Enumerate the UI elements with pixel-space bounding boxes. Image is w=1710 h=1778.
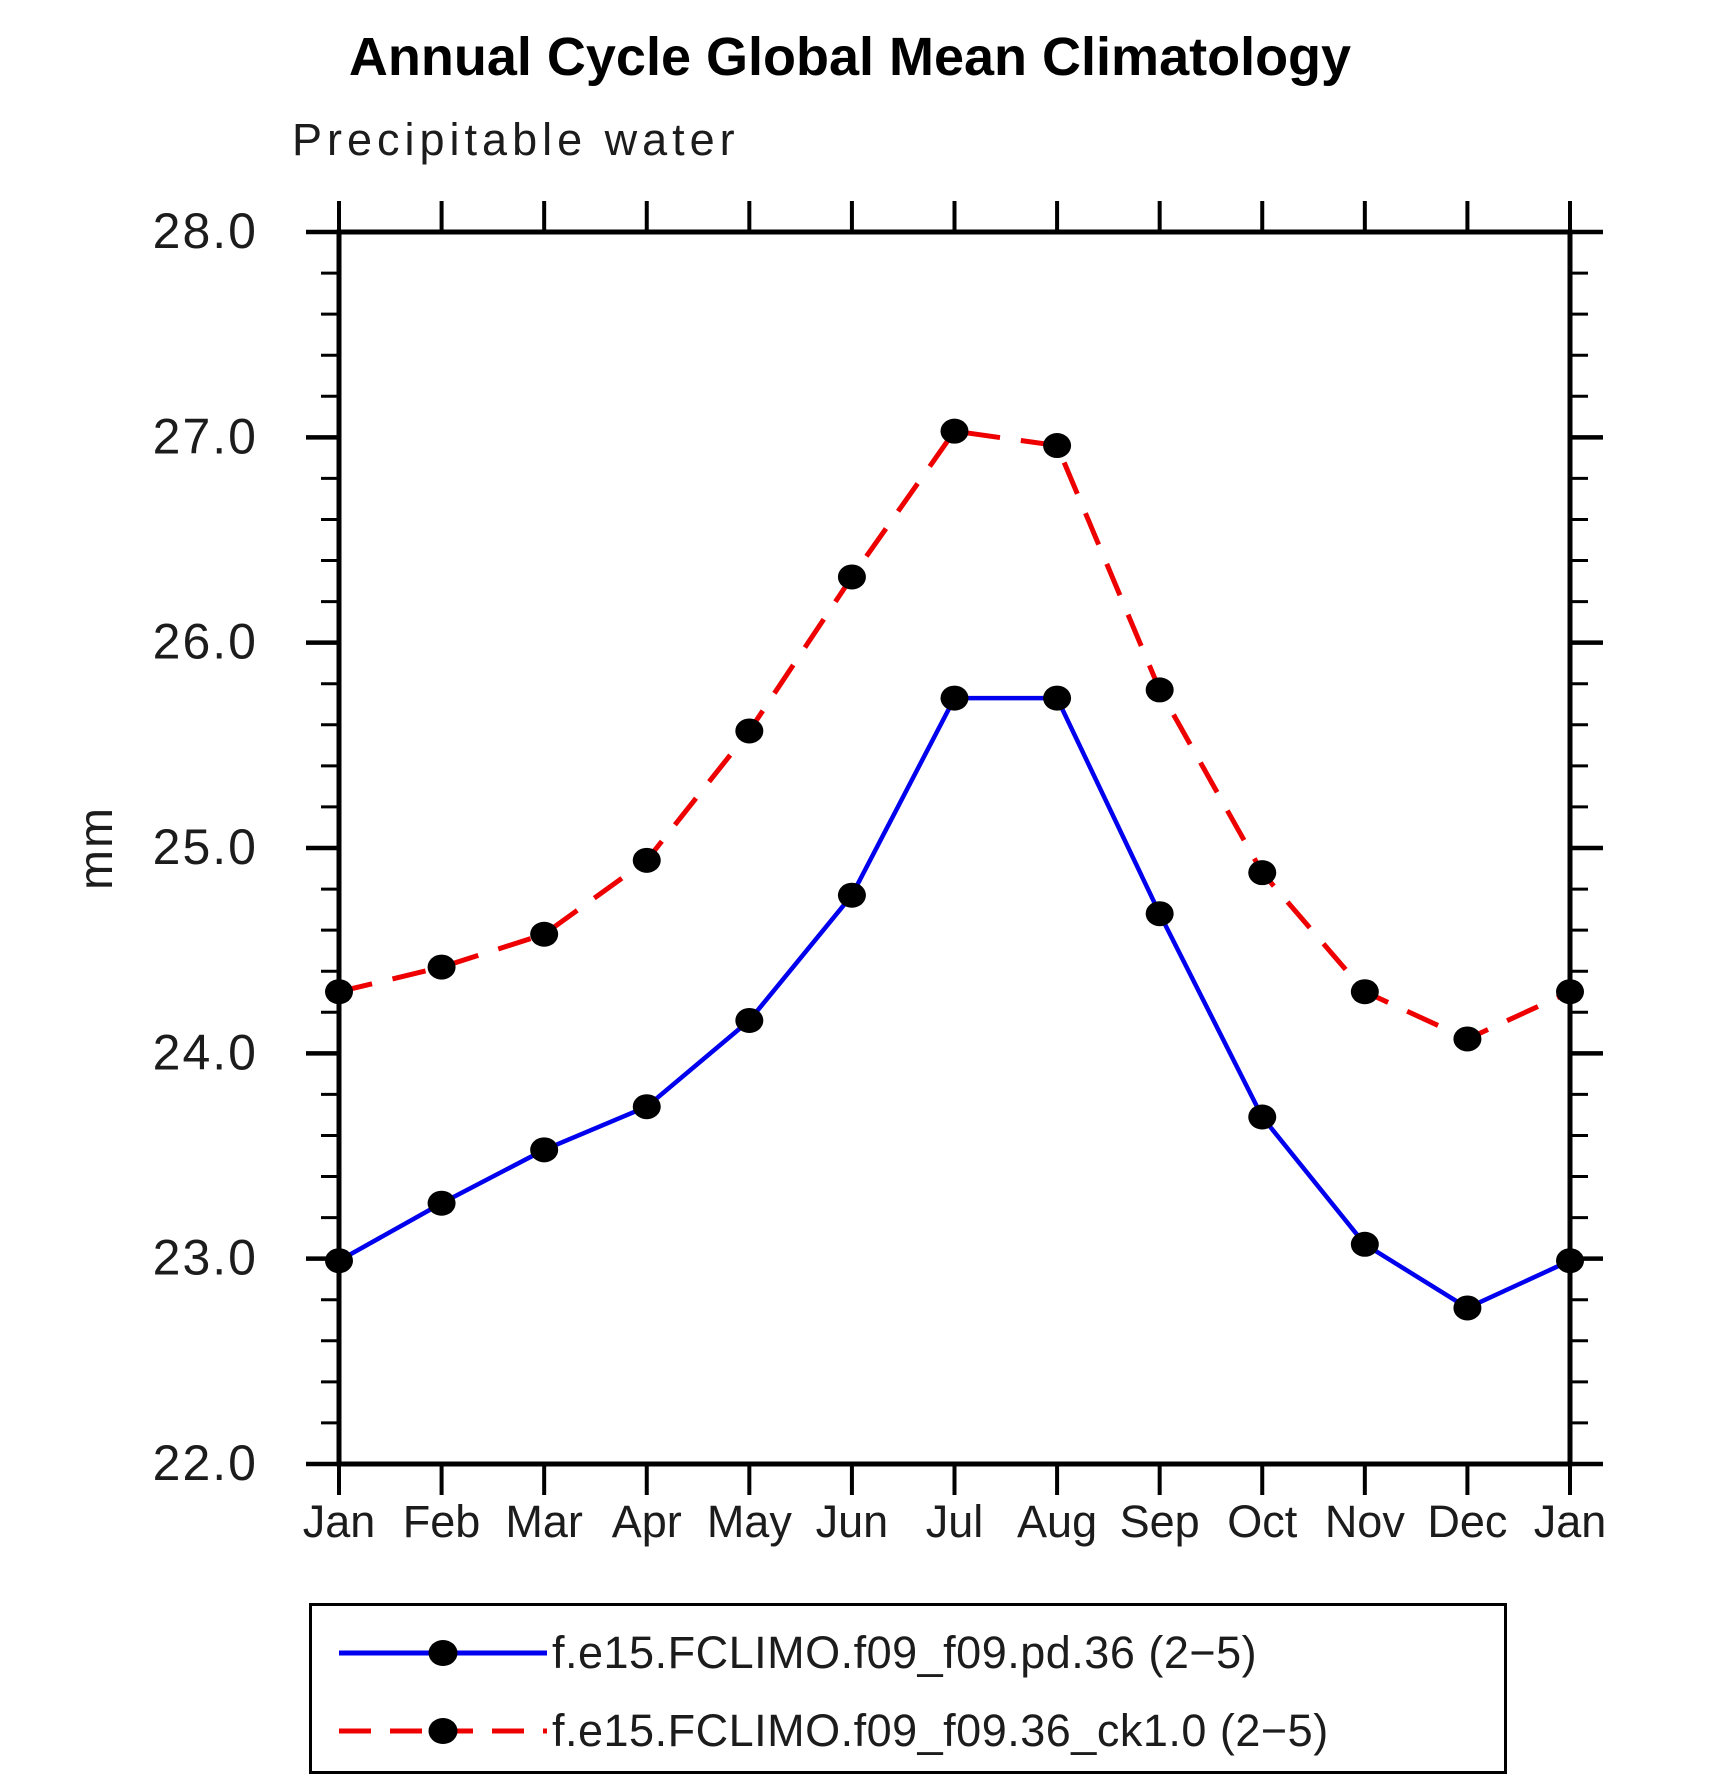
data-point-marker-s1-Jan <box>1556 979 1584 1005</box>
y-tick-label: 25.0 <box>153 819 258 875</box>
data-point-marker-s0-Sep <box>1145 901 1174 927</box>
data-point-marker-s0-Dec <box>1453 1295 1482 1321</box>
x-tick-label: Jul <box>926 1496 984 1547</box>
data-point-marker-s1-Jun <box>837 564 866 590</box>
data-point-marker-s1-Aug <box>1043 433 1072 459</box>
data-point-marker-s1-Mar <box>530 921 559 947</box>
legend-swatch-solid-line <box>339 1640 547 1666</box>
x-tick-label: Jun <box>816 1496 889 1547</box>
legend-item-series-0: f.e15.FCLIMO.f09_f09.pd.36 (2−5) <box>312 1614 1504 1692</box>
data-point-marker-s1-Oct <box>1248 860 1277 886</box>
chart-title: Annual Cycle Global Mean Climatology <box>348 27 1352 87</box>
legend-marker-dot <box>428 1718 458 1744</box>
x-tick-label: Jan <box>1534 1496 1607 1547</box>
y-axis-title: mm <box>70 806 123 890</box>
x-tick-label: Dec <box>1427 1496 1507 1547</box>
data-point-marker-s0-Aug <box>1043 685 1072 711</box>
data-point-marker-s1-Feb <box>427 954 456 980</box>
data-point-marker-s0-Mar <box>530 1137 559 1163</box>
data-point-marker-s1-Dec <box>1453 1026 1482 1052</box>
y-tick-label: 22.0 <box>153 1435 258 1491</box>
legend-marker-dot <box>428 1640 458 1666</box>
data-point-marker-s0-May <box>735 1007 764 1033</box>
x-tick-label: Feb <box>403 1496 481 1547</box>
y-tick-label: 28.0 <box>153 203 258 259</box>
legend-swatch-dashed-line <box>339 1718 547 1744</box>
y-tick-label: 24.0 <box>153 1024 258 1080</box>
data-point-marker-s0-Oct <box>1248 1104 1277 1130</box>
x-tick-label: Aug <box>1017 1496 1097 1547</box>
plot-frame <box>336 229 1573 1467</box>
x-tick-label: Apr <box>612 1496 682 1547</box>
data-point-marker-s0-Nov <box>1350 1231 1379 1257</box>
legend-item-series-1: f.e15.FCLIMO.f09_f09.36_ck1.0 (2−5) <box>312 1692 1504 1770</box>
x-tick-label: Mar <box>505 1496 583 1547</box>
x-tick-label: Sep <box>1120 1496 1200 1547</box>
data-point-marker-s1-Sep <box>1145 677 1174 703</box>
data-point-marker-s1-May <box>735 718 764 744</box>
x-tick-label: Oct <box>1227 1496 1298 1547</box>
data-point-marker-s0-Jan <box>325 1248 353 1274</box>
data-point-marker-s1-Apr <box>632 847 661 873</box>
x-tick-label: Nov <box>1325 1496 1406 1547</box>
data-point-marker-s0-Feb <box>427 1190 456 1216</box>
legend-label: f.e15.FCLIMO.f09_f09.36_ck1.0 (2−5) <box>552 1705 1329 1756</box>
y-tick-label: 27.0 <box>153 408 258 464</box>
data-point-marker-s1-Nov <box>1350 979 1379 1005</box>
data-point-marker-s0-Apr <box>632 1094 661 1120</box>
y-tick-label: 26.0 <box>153 614 258 670</box>
x-tick-label: Jan <box>303 1496 376 1547</box>
data-point-marker-s1-Jul <box>940 418 969 444</box>
series-line-1 <box>338 428 1572 1042</box>
y-tick-label: 23.0 <box>153 1230 258 1286</box>
x-tick-label: May <box>707 1496 793 1547</box>
chart-subtitle: Precipitable water <box>292 114 740 165</box>
data-point-marker-s1-Jan <box>325 979 353 1005</box>
legend: f.e15.FCLIMO.f09_f09.pd.36 (2−5) f.e15.F… <box>309 1603 1507 1774</box>
legend-label: f.e15.FCLIMO.f09_f09.pd.36 (2−5) <box>552 1627 1258 1678</box>
data-point-marker-s0-Jul <box>940 685 969 711</box>
data-point-marker-s0-Jan <box>1556 1248 1584 1274</box>
data-point-marker-s0-Jun <box>837 882 866 908</box>
